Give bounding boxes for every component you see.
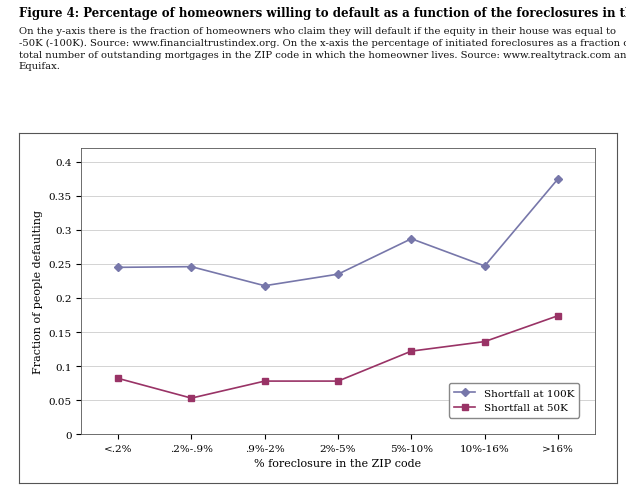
Line: Shortfall at 100K: Shortfall at 100K [115, 176, 561, 289]
Shortfall at 100K [261, 283, 269, 289]
Y-axis label: Fraction of people defaulting: Fraction of people defaulting [33, 210, 43, 373]
Shortfall at 100K [334, 272, 342, 278]
Text: Figure 4: Percentage of homeowners willing to default as a function of the forec: Figure 4: Percentage of homeowners willi… [19, 7, 626, 20]
Shortfall at 100K [408, 236, 415, 242]
Shortfall at 50K [261, 378, 269, 384]
Shortfall at 50K [408, 348, 415, 354]
Shortfall at 50K [334, 378, 342, 384]
Legend: Shortfall at 100K, Shortfall at 50K: Shortfall at 100K, Shortfall at 50K [449, 384, 579, 418]
Shortfall at 50K [115, 376, 122, 382]
Line: Shortfall at 50K: Shortfall at 50K [115, 313, 561, 402]
Shortfall at 50K [481, 339, 488, 345]
Shortfall at 100K [188, 264, 195, 270]
Shortfall at 100K [554, 177, 562, 183]
X-axis label: % foreclosure in the ZIP code: % foreclosure in the ZIP code [255, 459, 421, 468]
Shortfall at 100K [115, 265, 122, 271]
Text: On the y-axis there is the fraction of homeowners who claim they will default if: On the y-axis there is the fraction of h… [19, 27, 626, 71]
Shortfall at 100K [481, 264, 488, 269]
Shortfall at 50K [188, 395, 195, 401]
Shortfall at 50K [554, 313, 562, 319]
